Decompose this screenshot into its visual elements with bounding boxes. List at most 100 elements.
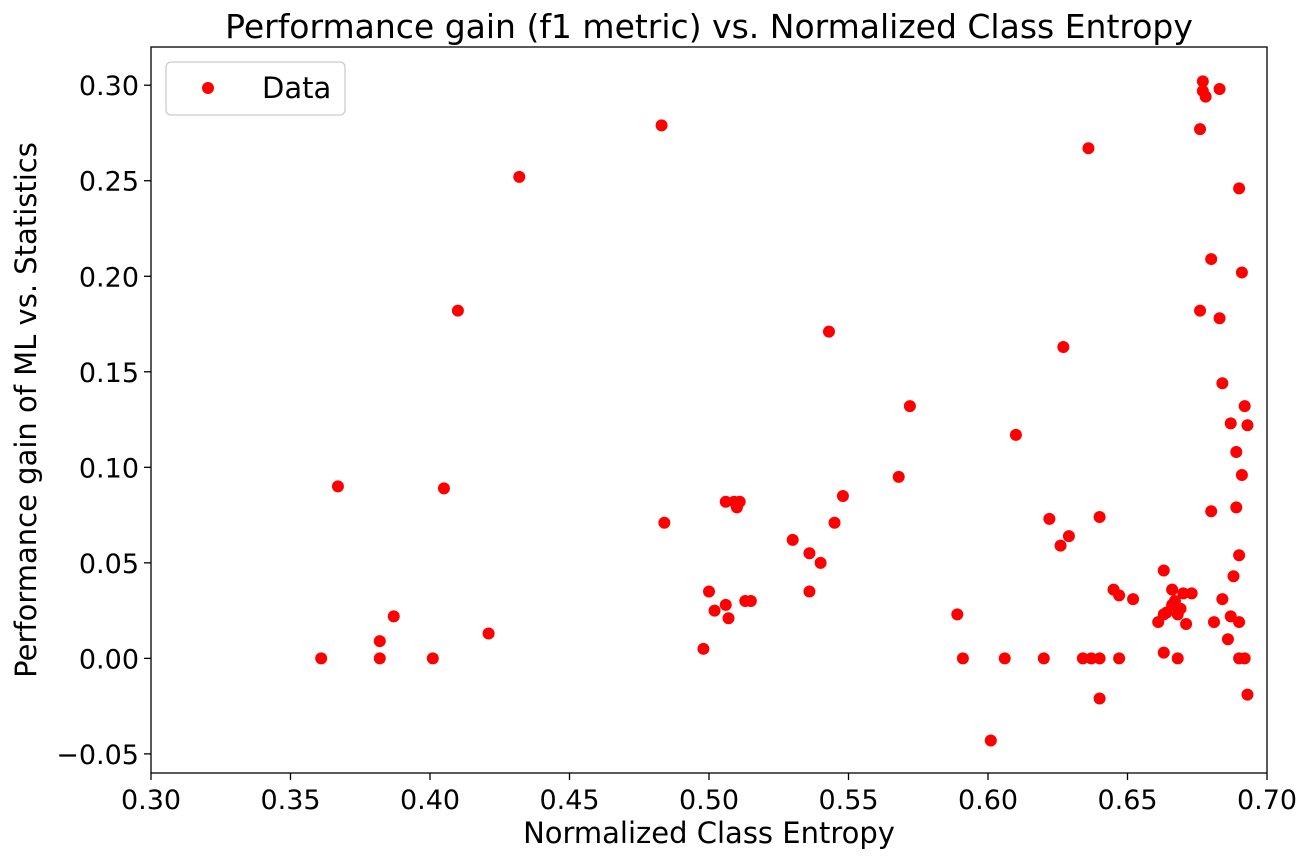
data-point (1241, 419, 1254, 432)
data-point (956, 652, 969, 665)
data-point (1235, 468, 1248, 481)
data-point (331, 480, 344, 493)
data-point (998, 652, 1011, 665)
y-tick-label: 0.30 (79, 71, 139, 102)
data-point (1216, 593, 1229, 606)
data-point (513, 170, 526, 183)
data-point (1205, 505, 1218, 518)
y-tick-label: 0.25 (79, 167, 139, 198)
data-point (1093, 510, 1106, 523)
data-point (1185, 587, 1198, 600)
data-point (387, 610, 400, 623)
data-point (1199, 90, 1212, 103)
data-point (1127, 593, 1140, 606)
data-point (1238, 652, 1251, 665)
data-point (1113, 589, 1126, 602)
data-point (719, 598, 732, 611)
data-point (1177, 587, 1190, 600)
y-tick-label: 0.15 (79, 358, 139, 389)
data-point (719, 495, 732, 508)
y-axis-label: Performance gain of ML vs. Statistics (9, 142, 43, 678)
data-point (426, 652, 439, 665)
data-point (451, 304, 464, 317)
data-point (1009, 428, 1022, 441)
x-tick-label: 0.65 (1097, 785, 1157, 816)
data-point (1194, 123, 1207, 136)
data-point (803, 585, 816, 598)
data-point (951, 608, 964, 621)
data-point (1238, 400, 1251, 413)
data-point (1180, 617, 1193, 630)
data-point (1224, 417, 1237, 430)
data-point (803, 547, 816, 560)
data-point (1157, 564, 1170, 577)
data-point (814, 556, 827, 569)
legend-label-data: Data (262, 71, 331, 105)
data-point (708, 604, 721, 617)
data-point (1224, 610, 1237, 623)
data-point (892, 470, 905, 483)
data-point (315, 652, 328, 665)
data-point (703, 585, 715, 598)
data-point (836, 489, 849, 502)
data-point (1082, 142, 1095, 155)
data-point (1230, 501, 1243, 514)
x-tick-label: 0.70 (1237, 785, 1297, 816)
chart-title: Performance gain (f1 metric) vs. Normali… (225, 7, 1193, 46)
x-tick-label: 0.55 (818, 785, 878, 816)
data-point (984, 734, 997, 747)
legend-marker (202, 82, 214, 94)
x-tick-label: 0.30 (121, 785, 181, 816)
data-point (1194, 304, 1207, 317)
data-point (437, 482, 450, 495)
data-point (1057, 340, 1070, 353)
x-tick-label: 0.35 (260, 785, 320, 816)
data-point (658, 516, 671, 529)
data-point (1157, 646, 1170, 659)
data-point (1241, 688, 1254, 701)
data-point (1227, 570, 1240, 583)
data-point (1216, 377, 1229, 390)
data-point (1174, 602, 1187, 615)
data-point (697, 642, 710, 655)
data-point (722, 612, 735, 625)
data-point (786, 533, 799, 546)
data-point (1233, 182, 1246, 195)
data-point (1213, 312, 1226, 325)
data-point (1037, 652, 1050, 665)
data-point (1171, 652, 1184, 665)
legend-box (165, 61, 346, 116)
y-tick-label: 0.00 (79, 644, 139, 675)
data-point (1166, 583, 1179, 596)
data-point (744, 595, 757, 608)
data-point (1113, 652, 1126, 665)
data-point (1093, 652, 1106, 665)
data-point (1221, 633, 1234, 646)
y-tick-label: 0.20 (79, 262, 139, 293)
data-point (1062, 530, 1075, 543)
y-tick-label: −0.05 (56, 740, 139, 771)
data-point (373, 635, 386, 648)
data-points-layer (315, 75, 1254, 747)
data-point (655, 119, 668, 132)
x-axis: 0.30 0.35 0.40 0.45 0.50 0.55 0.60 0.65 0.70 (121, 773, 1297, 816)
data-point (1043, 512, 1056, 525)
data-point (1233, 549, 1246, 562)
data-point (1196, 75, 1209, 88)
data-point (1205, 253, 1218, 266)
data-point (1085, 652, 1098, 665)
data-point (822, 325, 835, 338)
data-point (1213, 83, 1226, 96)
x-tick-label: 0.40 (400, 785, 460, 816)
data-point (1207, 616, 1220, 629)
y-axis: −0.05 0.00 0.05 0.10 0.15 0.20 0.25 0.30 (56, 71, 151, 771)
y-tick-label: 0.10 (79, 453, 139, 484)
x-tick-label: 0.45 (539, 785, 599, 816)
x-axis-label: Normalized Class Entropy (523, 816, 895, 850)
y-tick-label: 0.05 (79, 549, 139, 580)
data-point (1076, 652, 1089, 665)
data-point (828, 516, 841, 529)
legend: Data (165, 61, 346, 116)
data-point (733, 495, 746, 508)
